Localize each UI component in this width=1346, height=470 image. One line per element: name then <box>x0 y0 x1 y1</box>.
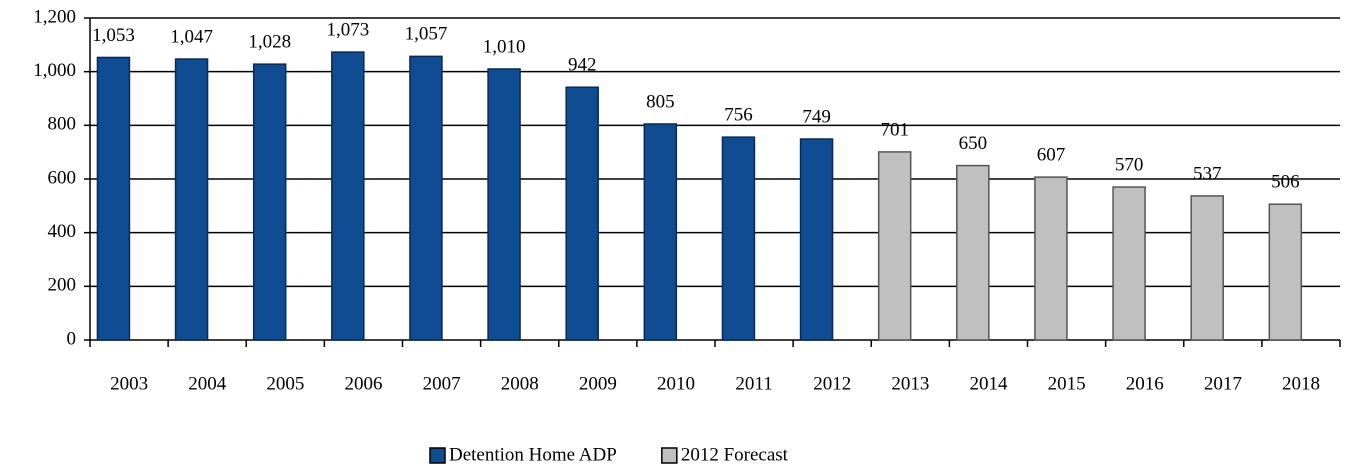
bar <box>409 55 443 341</box>
x-tick-label: 2013 <box>891 373 929 394</box>
x-tick-label: 2009 <box>579 373 617 394</box>
bar <box>1190 195 1224 341</box>
x-tick-label: 2015 <box>1048 373 1086 394</box>
x-tick-label: 2014 <box>969 373 1008 394</box>
data-label: 1,053 <box>92 25 135 46</box>
bar <box>799 138 834 341</box>
x-tick-label: 2012 <box>813 373 851 394</box>
bar <box>252 63 287 341</box>
data-label: 1,028 <box>248 32 291 53</box>
bar <box>1034 176 1068 341</box>
y-tick-label: 200 <box>48 275 77 296</box>
legend-label: Detention Home ADP <box>449 444 617 465</box>
x-tick-label: 2004 <box>188 373 227 394</box>
bar <box>1268 203 1303 341</box>
bar <box>956 164 990 341</box>
bar <box>487 68 521 341</box>
data-label: 942 <box>568 55 597 76</box>
bar <box>174 58 209 341</box>
y-tick-label: 400 <box>48 221 77 242</box>
data-label: 506 <box>1271 172 1300 193</box>
data-label: 537 <box>1193 163 1222 184</box>
x-tick-label: 2007 <box>423 373 461 394</box>
data-label: 756 <box>724 104 753 125</box>
data-label: 650 <box>959 133 988 154</box>
bar <box>331 51 365 341</box>
y-tick-label: 600 <box>48 167 77 188</box>
x-tick-label: 2016 <box>1126 373 1164 394</box>
y-tick-label: 1,200 <box>33 6 76 27</box>
x-tick-label: 2018 <box>1282 373 1320 394</box>
y-tick-label: 0 <box>67 328 77 349</box>
y-tick-label: 800 <box>48 114 77 135</box>
data-label: 1,073 <box>326 19 369 40</box>
bar <box>877 151 912 341</box>
legend-swatch <box>661 447 678 464</box>
x-tick-label: 2006 <box>344 373 382 394</box>
bar <box>643 123 678 341</box>
data-label: 570 <box>1115 154 1144 175</box>
bar <box>565 86 599 341</box>
x-tick-label: 2017 <box>1204 373 1242 394</box>
x-tick-label: 2005 <box>266 373 304 394</box>
bar <box>721 136 756 341</box>
data-label: 749 <box>802 106 831 127</box>
x-tick-label: 2011 <box>735 373 772 394</box>
data-label: 805 <box>646 91 675 112</box>
data-label: 1,057 <box>405 24 448 45</box>
data-label: 607 <box>1037 144 1066 165</box>
legend-swatch <box>429 447 446 464</box>
x-tick-label: 2003 <box>110 373 148 394</box>
y-tick-label: 1,000 <box>33 60 76 81</box>
x-tick-label: 2008 <box>501 373 539 394</box>
data-label: 1,010 <box>483 36 526 57</box>
bar <box>1112 186 1146 341</box>
data-label: 1,047 <box>170 26 213 47</box>
bar <box>96 56 131 341</box>
x-tick-label: 2010 <box>657 373 695 394</box>
legend-label: 2012 Forecast <box>681 444 789 465</box>
data-label: 701 <box>880 119 909 140</box>
